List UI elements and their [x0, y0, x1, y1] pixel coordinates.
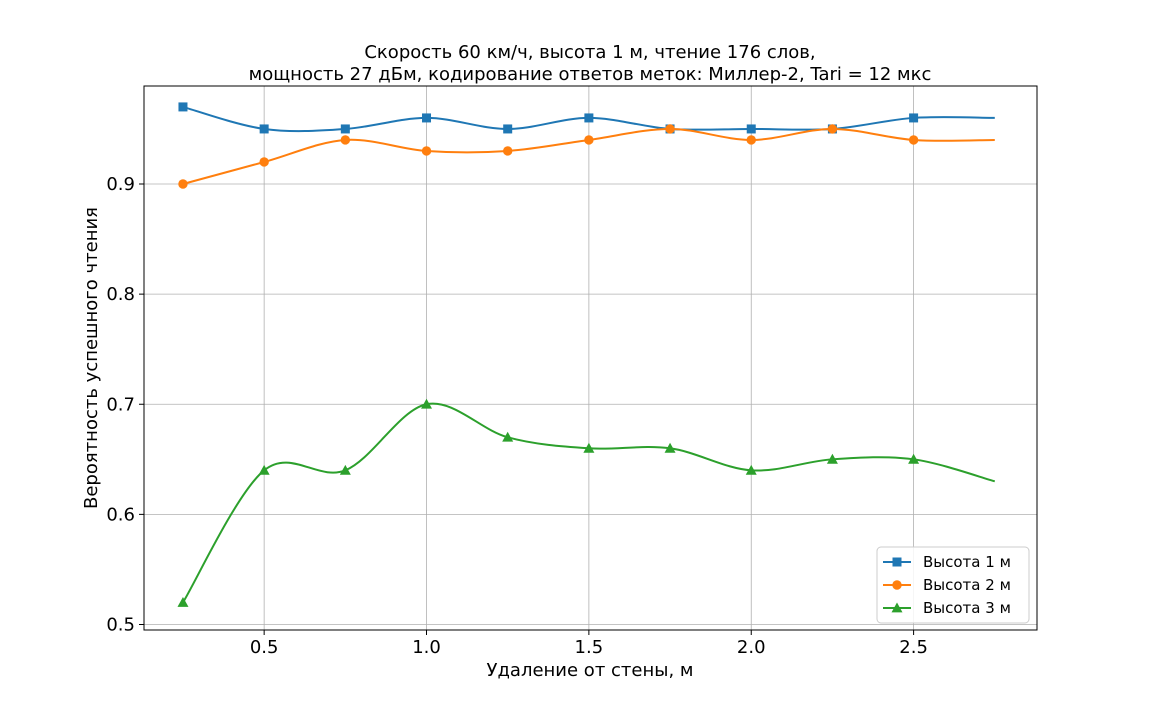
y-axis-label: Вероятность успешного чтения — [81, 207, 102, 509]
series-2 — [178, 124, 995, 189]
series-line — [182, 402, 996, 603]
data-point — [502, 146, 513, 156]
legend-label: Высота 2 м — [923, 576, 1011, 594]
data-point — [665, 124, 675, 134]
series-layer — [177, 102, 996, 607]
data-point — [827, 124, 838, 134]
data-point — [664, 442, 676, 453]
chart-title: Скорость 60 км/ч, высота 1 м, чтение 176… — [364, 42, 815, 63]
data-point — [584, 113, 594, 123]
chart-subtitle: мощность 27 дБм, кодирование ответов мет… — [249, 64, 932, 85]
data-point — [258, 464, 270, 475]
axis-ticks: 0.5 1.0 1.5 2.0 2.5 0.5 0.6 0.7 0.8 0.9 — [106, 174, 928, 658]
data-point — [908, 135, 919, 145]
legend: Высота 1 м Высота 2 м Высота 3 м — [876, 546, 1030, 624]
x-axis-label: Удаление от стены, м — [487, 660, 694, 681]
data-point — [178, 102, 188, 112]
data-point — [340, 124, 350, 134]
legend-label: Высота 1 м — [923, 553, 1011, 571]
legend-marker — [891, 602, 903, 613]
y-tick-label: 0.8 — [106, 284, 135, 305]
data-point — [503, 124, 513, 134]
legend-marker — [892, 557, 902, 567]
legend-item: Высота 1 м — [883, 553, 1011, 571]
y-tick-label: 0.5 — [106, 614, 135, 635]
series-3 — [177, 398, 996, 607]
data-point — [583, 442, 595, 453]
data-point — [421, 146, 432, 156]
legend-box — [876, 546, 1030, 624]
data-point — [826, 453, 838, 464]
series-1 — [178, 102, 995, 134]
y-tick-label: 0.9 — [106, 174, 135, 195]
data-point — [502, 431, 514, 442]
data-point — [908, 453, 920, 464]
legend-label: Высота 3 м — [923, 599, 1011, 617]
data-point — [259, 157, 269, 167]
x-tick-label: 1.0 — [412, 637, 441, 658]
data-point — [745, 464, 757, 475]
data-point — [339, 464, 351, 475]
x-tick-label: 2.0 — [737, 637, 766, 658]
legend-item: Высота 2 м — [883, 576, 1011, 594]
x-tick-label: 1.5 — [575, 637, 604, 658]
data-point — [584, 135, 594, 145]
data-point — [421, 398, 433, 409]
plot-area-frame — [143, 85, 1038, 631]
data-point — [909, 113, 919, 123]
data-point — [746, 135, 756, 145]
data-point — [259, 124, 269, 134]
legend-item: Высота 3 м — [883, 599, 1011, 617]
x-tick-label: 2.5 — [899, 637, 928, 658]
data-point — [746, 124, 756, 134]
legend-marker — [892, 580, 902, 590]
y-tick-label: 0.7 — [106, 394, 135, 415]
x-tick-label: 0.5 — [250, 637, 279, 658]
grid-lines — [144, 86, 1037, 630]
data-point — [422, 113, 432, 123]
y-tick-label: 0.6 — [106, 504, 135, 525]
data-point — [340, 135, 351, 145]
data-point — [177, 596, 189, 607]
data-point — [178, 179, 188, 189]
